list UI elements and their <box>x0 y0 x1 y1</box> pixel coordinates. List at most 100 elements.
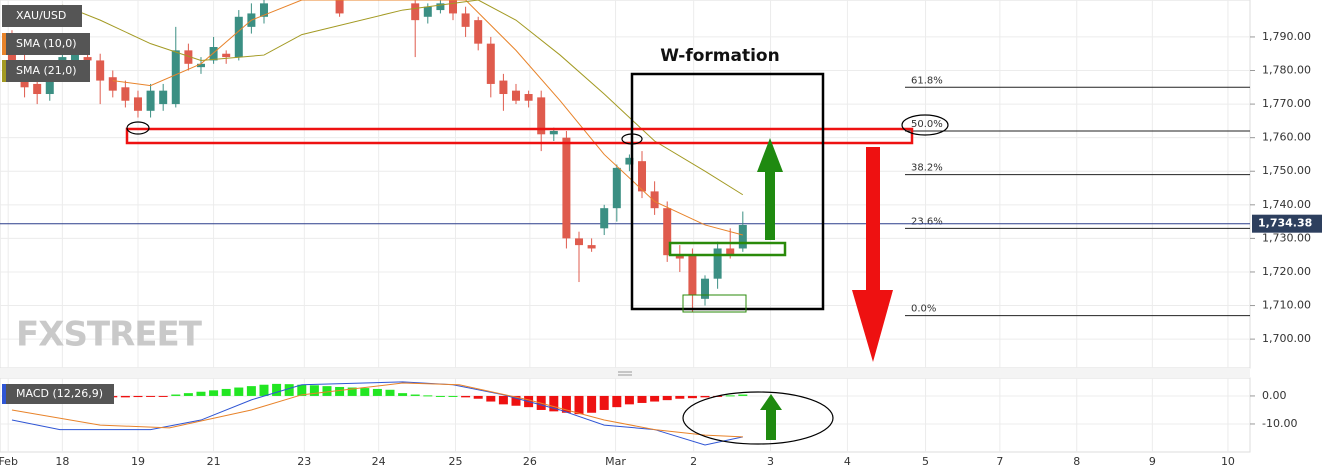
candle-body <box>184 50 193 64</box>
macd-bar <box>120 395 130 398</box>
x-tick-label: 7 <box>996 455 1003 468</box>
candle-body <box>537 97 546 135</box>
macd-bar <box>511 395 521 406</box>
macd-bar <box>662 395 672 401</box>
macd-bar <box>183 393 193 396</box>
x-tick-label: Feb <box>0 455 18 468</box>
candle-body <box>461 13 470 27</box>
macd-bar <box>498 395 508 405</box>
macd-bar <box>347 387 357 396</box>
macd-bar <box>372 388 382 396</box>
sma-line <box>62 0 744 196</box>
macd-bar <box>234 387 244 396</box>
candle-body <box>70 53 79 61</box>
macd-bar <box>385 389 395 396</box>
macd-bar <box>637 395 647 403</box>
macd-bar <box>146 395 156 397</box>
candle-body <box>499 80 508 95</box>
candle-body <box>486 43 495 84</box>
macd-bar <box>196 391 206 396</box>
fib-label: 23.6% <box>911 216 943 227</box>
y-tick-label: 1,710.00 <box>1262 299 1311 312</box>
macd-bar <box>486 395 496 402</box>
candle-body <box>196 63 205 68</box>
macd-circle <box>682 391 834 445</box>
annotations: W-formation <box>0 46 1250 445</box>
y-tick-label: 1,770.00 <box>1262 97 1311 110</box>
current-price-label: 1,734.38 <box>1258 217 1312 230</box>
candle-body <box>96 60 105 81</box>
macd-bar <box>133 395 143 398</box>
candle-body <box>133 97 142 111</box>
candle-body <box>512 90 521 101</box>
candle-body <box>474 20 483 44</box>
candle-body <box>259 3 268 17</box>
macd-bar <box>587 395 597 413</box>
fib-label: 50.0% <box>911 119 943 130</box>
candle-body <box>524 94 533 101</box>
legend-label: SMA (21,0) <box>16 64 77 77</box>
candle-body <box>335 0 344 14</box>
x-tick-label: 9 <box>1149 455 1156 468</box>
y-tick-label: 1,730.00 <box>1262 231 1311 244</box>
y-tick-label: 1,700.00 <box>1262 332 1311 345</box>
candle-body <box>688 255 697 296</box>
y-tick-label: 1,750.00 <box>1262 164 1311 177</box>
macd-bar <box>158 395 168 397</box>
macd-bar <box>599 395 609 410</box>
annotation: W-formation <box>660 46 779 66</box>
bottom-box <box>682 294 747 313</box>
divider-handle <box>618 371 632 376</box>
y-tick-label: 1,740.00 <box>1262 198 1311 211</box>
macd-bar <box>650 395 660 402</box>
macd-marks <box>7 381 748 446</box>
macd-bar <box>297 384 307 396</box>
macd-bar <box>284 384 294 396</box>
main-panel <box>0 0 1251 369</box>
sma-line <box>112 0 743 236</box>
legend-label: SMA (10,0) <box>16 37 77 50</box>
candle-body <box>423 6 432 17</box>
macd-bar <box>171 394 181 396</box>
resistance-zone <box>125 127 914 145</box>
candle-body <box>701 278 710 299</box>
candle-body <box>549 130 558 135</box>
candle-body <box>146 90 155 111</box>
fib-label: 0.0% <box>911 304 936 315</box>
macd-bar <box>448 395 458 397</box>
candle-body <box>33 83 42 95</box>
x-tick-label: 24 <box>372 455 386 468</box>
legend-swatch <box>2 384 6 404</box>
legend: XAU/USD SMA (10,0) SMA (21,0) MACD (12,2… <box>2 5 114 404</box>
candle-body <box>726 248 735 256</box>
up-arrow <box>757 138 783 240</box>
macd-bar <box>700 395 710 398</box>
legend-box <box>2 60 90 82</box>
macd-bar <box>272 383 282 396</box>
divider <box>0 368 1250 378</box>
macd-bar <box>574 395 584 415</box>
x-tick-label: 5 <box>922 455 929 468</box>
macd-up-arrow <box>760 394 782 440</box>
w-box <box>630 72 825 311</box>
candle-body <box>663 208 672 256</box>
legend-label: MACD (12,26,9) <box>16 387 103 400</box>
candle-body <box>436 3 445 11</box>
fib-label: 38.2% <box>911 163 943 174</box>
candle-body <box>587 245 596 249</box>
y-tick-label: -10.00 <box>1262 417 1297 430</box>
macd-bar <box>246 386 256 396</box>
candle-body <box>562 137 571 239</box>
x-tick-label: 25 <box>449 455 463 468</box>
macd-bar <box>423 395 433 397</box>
fib-levels: 61.8% 50.0% 38.2% 23.6% 0.0% <box>905 75 1250 317</box>
macd-bar <box>360 388 370 396</box>
candle-body <box>222 53 231 58</box>
macd-bar <box>687 395 697 399</box>
macd-bar <box>335 386 345 396</box>
x-tick-label: 4 <box>844 455 851 468</box>
y-tick-label: 1,780.00 <box>1262 64 1311 77</box>
macd-bar <box>549 395 559 412</box>
macd-bar <box>221 388 231 396</box>
